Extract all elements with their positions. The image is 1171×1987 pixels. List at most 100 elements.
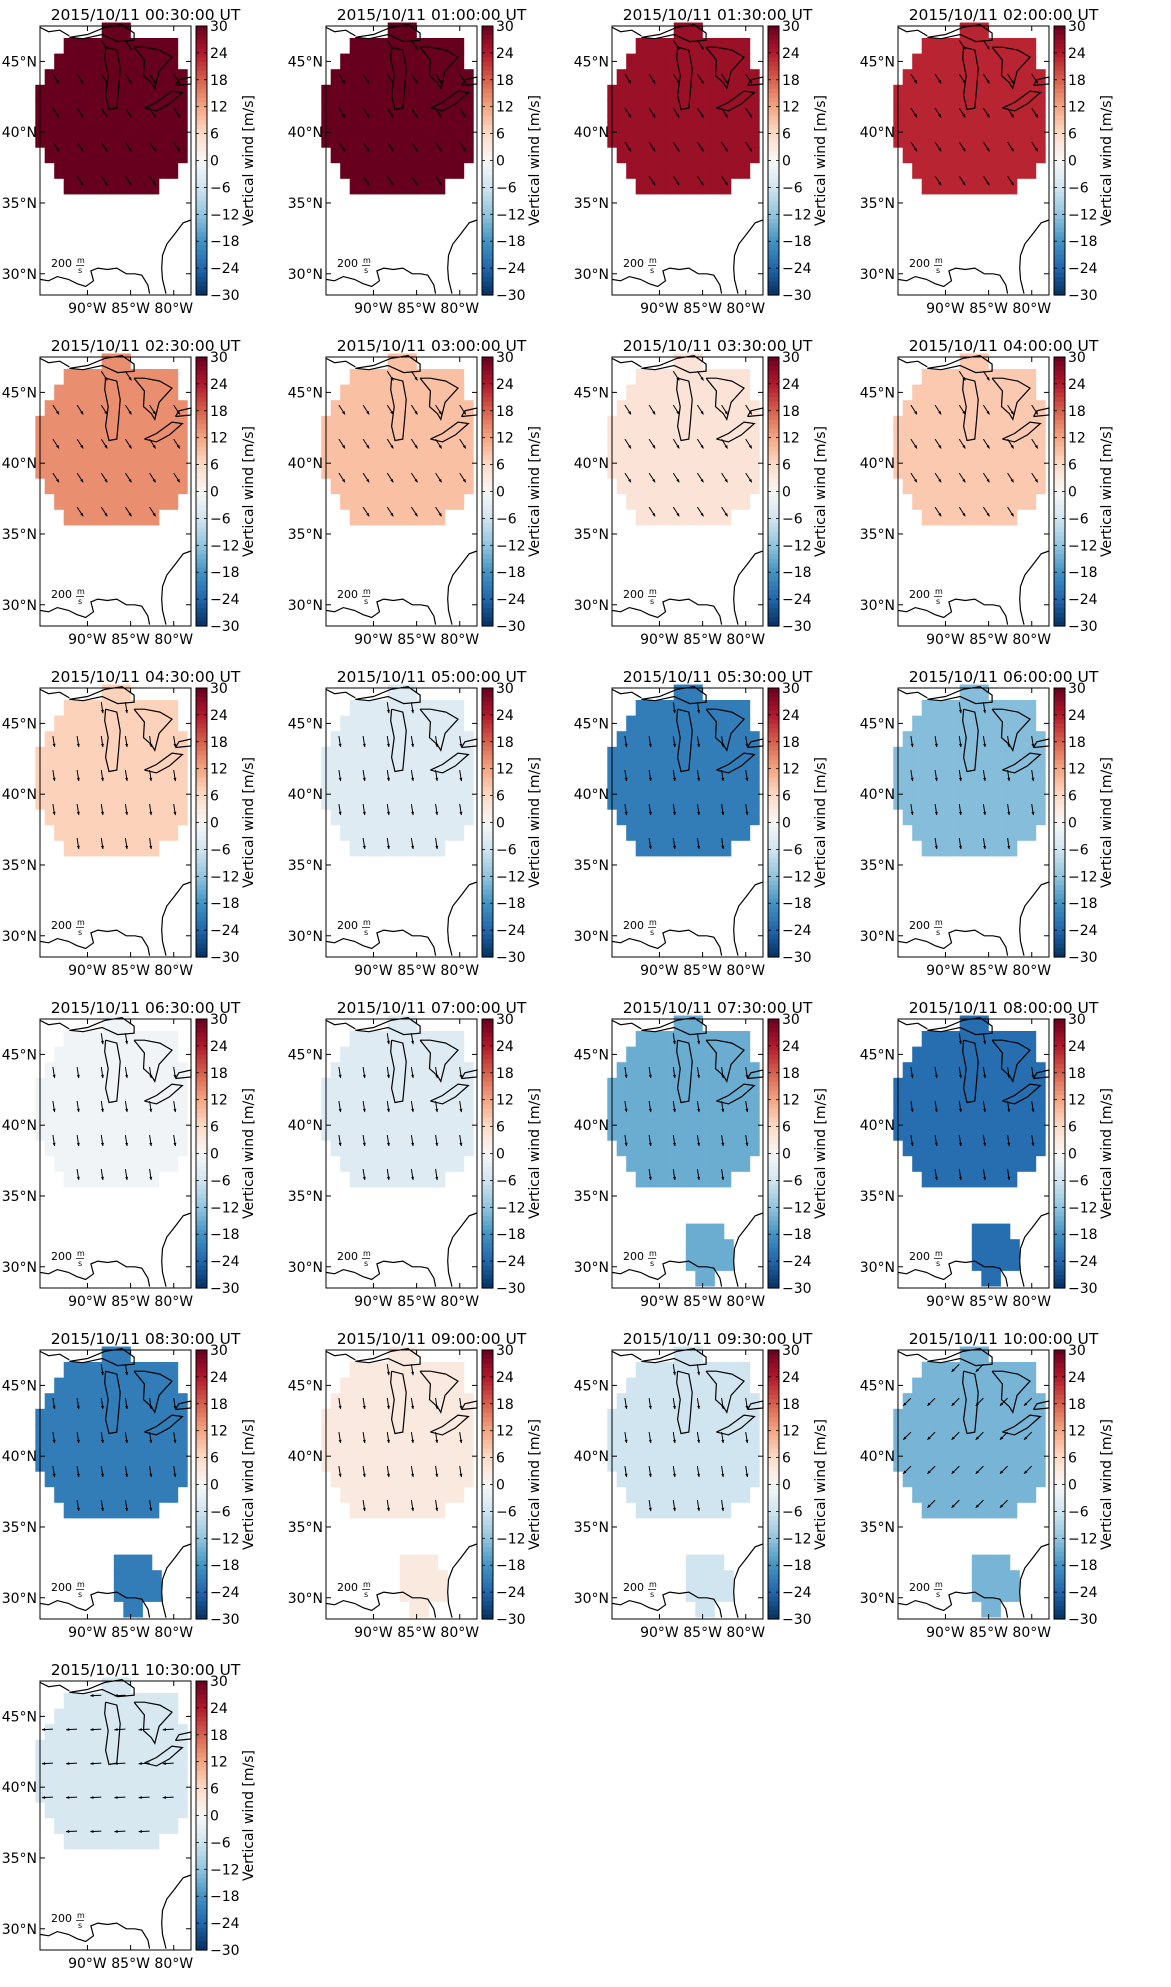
colorbar-segment [768,1162,779,1168]
wind-arrow-head [438,182,442,186]
wind-cell [645,400,656,417]
wind-cell [101,53,112,70]
arrow-scale-unit-num: m [649,918,657,927]
wind-arrow-head [80,513,84,517]
colorbar-segment [196,133,207,139]
wind-cell [463,777,474,795]
colorbar-segment [482,241,493,247]
coastline [1019,219,1050,294]
wind-cell [168,1093,179,1110]
wind-cell [435,115,446,133]
colorbar-segment [196,907,207,913]
colorbar-segment [196,1122,207,1128]
wind-cell [730,69,741,86]
colorbar-segment [196,1252,207,1258]
colorbar-segment [196,858,207,864]
colorbar-segment [196,813,207,819]
wind-cell [664,700,675,717]
wind-cell [82,840,93,857]
wind-cell [1007,369,1018,386]
colorbar-segment [482,822,493,828]
wind-cell [1007,493,1018,510]
colorbar-segment [768,1193,779,1199]
wind-cell [635,700,646,717]
wind-cell [349,369,360,386]
colorbar-segment [768,1216,779,1222]
wind-cell [692,1015,703,1032]
colorbar-segment [768,1027,779,1034]
wind-cell [406,462,417,479]
lon-tick-label: 90°W [640,632,679,648]
colorbar-tick-label: −6 [210,180,231,196]
lon-tick-label: 85°W [397,301,436,317]
colorbar-segment [768,1090,779,1096]
wind-arrow-head [914,411,917,415]
wind-cell [645,824,656,841]
wind-cell [950,762,961,779]
colorbar-tick-label: −24 [1068,592,1098,608]
colorbar-tick-label: 30 [1068,350,1086,366]
wind-cell [702,369,713,386]
wind-cell [921,1124,932,1141]
wind-cell [912,115,923,133]
wind-cell [378,115,389,133]
wind-cell [988,384,999,401]
wind-cell [340,746,351,763]
wind-cell [149,824,160,841]
wind-cell [349,178,360,195]
wind-cell [721,715,732,732]
colorbar-segment [768,1175,779,1181]
wind-cell [63,824,74,841]
wind-arrow-head [176,80,180,84]
colorbar-segment [768,934,779,940]
wind-arrow-head [700,148,704,152]
colorbar-segment [482,1149,493,1155]
wind-cell [435,131,446,148]
wind-cell [1026,84,1037,101]
wind-arrow-head [104,445,108,449]
coastline [355,685,421,705]
wind-cell [340,1140,351,1157]
wind-cell [54,809,65,826]
wind-cell [692,684,703,701]
wind-cell [44,462,55,479]
wind-cell [921,1077,932,1094]
wind-cell [130,1124,141,1141]
wind-cell [626,809,637,826]
colorbar-segment [768,701,779,707]
wind-arrow-head [438,411,442,415]
wind-cell [444,431,455,448]
wind-cell [730,700,741,717]
wind-cell [101,115,112,133]
colorbar-segment [768,151,779,157]
wind-arrow-head [125,709,129,714]
wind-cell [406,1171,417,1188]
wind-cell [463,147,474,164]
wind-cell [349,1062,360,1079]
wind-cell [1016,115,1027,133]
wind-cell [130,746,141,763]
wind-arrow-head [697,1176,701,1181]
wind-cell [959,69,970,86]
colorbar-segment [196,786,207,792]
wind-cell [683,824,694,841]
wind-cell [82,1140,93,1157]
wind-cell [950,1108,961,1126]
panel-title: 2015/10/11 02:00:00 UT [909,6,1099,24]
wind-cell [101,415,112,432]
wind-cell [387,793,398,810]
colorbar-tick-label: 24 [496,46,514,62]
colorbar-segment [1054,549,1065,555]
colorbar-segment [768,522,779,528]
wind-cell [359,809,370,826]
wind-arrow-head [76,777,80,782]
colorbar-segment [768,75,779,81]
colorbar-segment [768,200,779,206]
lat-tick-label: 30°N [860,598,895,614]
wind-cell [378,84,389,101]
wind-cell [969,400,980,417]
colorbar-segment [482,388,493,394]
colorbar-segment [482,1202,493,1208]
wind-cell [740,84,751,101]
wind-cell [435,1171,446,1188]
